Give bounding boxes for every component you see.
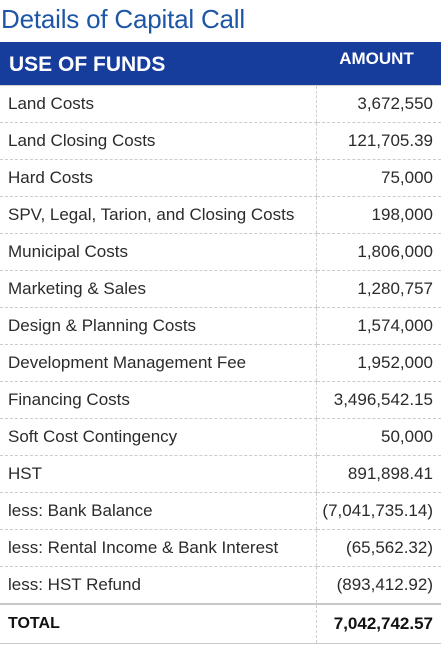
table-row: Land Closing Costs 121,705.39 bbox=[0, 122, 441, 160]
table-row: less: Bank Balance (7,041,735.14) bbox=[0, 492, 441, 530]
row-amount: 75,000 bbox=[315, 159, 441, 197]
table-row: SPV, Legal, Tarion, and Closing Costs 19… bbox=[0, 196, 441, 234]
table-row: Hard Costs 75,000 bbox=[0, 159, 441, 197]
table-header-row: USE OF FUNDS AMOUNT bbox=[0, 42, 441, 85]
row-amount: 891,898.41 bbox=[315, 455, 441, 493]
table-row: Soft Cost Contingency 50,000 bbox=[0, 418, 441, 456]
table-row: Financing Costs 3,496,542.15 bbox=[0, 381, 441, 419]
row-label: SPV, Legal, Tarion, and Closing Costs bbox=[0, 196, 316, 234]
row-label: Municipal Costs bbox=[0, 233, 316, 271]
page-title: Details of Capital Call bbox=[1, 4, 245, 34]
row-label: Land Closing Costs bbox=[0, 122, 316, 160]
total-row: TOTAL 7,042,742.57 bbox=[0, 602, 441, 644]
table-row: Land Costs 3,672,550 bbox=[0, 84, 441, 123]
row-amount: 50,000 bbox=[315, 418, 441, 456]
capital-call-table: USE OF FUNDS AMOUNT Land Costs 3,672,550… bbox=[0, 42, 441, 644]
row-amount: 198,000 bbox=[315, 196, 441, 234]
table-row: Marketing & Sales 1,280,757 bbox=[0, 270, 441, 308]
table-row: Development Management Fee 1,952,000 bbox=[0, 344, 441, 382]
column-header-use-of-funds: USE OF FUNDS bbox=[9, 53, 166, 77]
row-label: Development Management Fee bbox=[0, 344, 316, 382]
table-row: less: Rental Income & Bank Interest (65,… bbox=[0, 529, 441, 567]
row-amount: 1,952,000 bbox=[315, 344, 441, 382]
row-label: Soft Cost Contingency bbox=[0, 418, 316, 456]
row-amount: 1,574,000 bbox=[315, 307, 441, 345]
row-label: Land Costs bbox=[0, 84, 316, 123]
row-label: less: Bank Balance bbox=[0, 492, 316, 530]
table-row: Municipal Costs 1,806,000 bbox=[0, 233, 441, 271]
row-label: less: HST Refund bbox=[0, 566, 316, 604]
row-amount: 1,806,000 bbox=[315, 233, 441, 271]
row-amount: 121,705.39 bbox=[315, 122, 441, 160]
table-row: HST 891,898.41 bbox=[0, 455, 441, 493]
row-amount: 3,496,542.15 bbox=[315, 381, 441, 419]
row-amount: 3,672,550 bbox=[315, 84, 441, 123]
row-amount: (7,041,735.14) bbox=[315, 492, 441, 530]
row-amount: (65,562.32) bbox=[315, 529, 441, 567]
row-label: Financing Costs bbox=[0, 381, 316, 419]
row-amount: 1,280,757 bbox=[315, 270, 441, 308]
row-amount: (893,412.92) bbox=[315, 566, 441, 604]
table-row: less: HST Refund (893,412.92) bbox=[0, 566, 441, 604]
row-label: Marketing & Sales bbox=[0, 270, 316, 308]
row-label: Hard Costs bbox=[0, 159, 316, 197]
total-amount: 7,042,742.57 bbox=[315, 602, 441, 644]
row-label: less: Rental Income & Bank Interest bbox=[0, 529, 316, 567]
row-label: Design & Planning Costs bbox=[0, 307, 316, 345]
table-row: Design & Planning Costs 1,574,000 bbox=[0, 307, 441, 345]
column-header-amount: AMOUNT bbox=[339, 49, 414, 69]
row-label: HST bbox=[0, 455, 316, 493]
total-label: TOTAL bbox=[0, 602, 316, 644]
